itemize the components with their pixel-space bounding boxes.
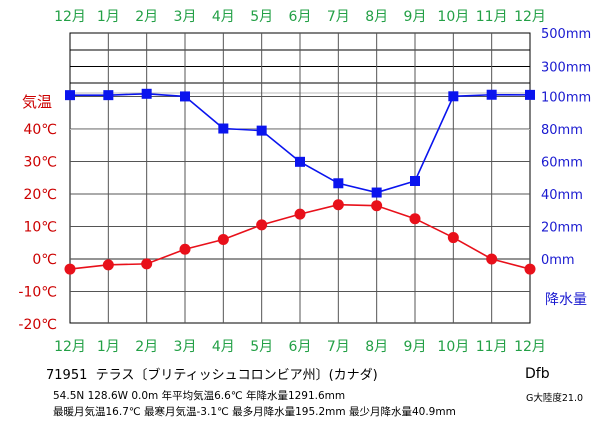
- month-label-top: 6月: [289, 9, 312, 25]
- temperature-tick-label: -20℃: [18, 317, 57, 333]
- temperature-point: [102, 259, 114, 271]
- temperature-point: [217, 234, 229, 245]
- month-label-bottom: 8月: [365, 339, 388, 355]
- month-label-bottom: 7月: [327, 339, 350, 355]
- station-meta: 54.5N 128.6W 0.0m 年平均気温6.6℃ 年降水量1291.6mm: [53, 390, 346, 402]
- precipitation-point: [65, 90, 75, 101]
- month-label-bottom: 9月: [404, 339, 427, 355]
- temperature-point: [409, 213, 421, 225]
- month-label-bottom: 11月: [476, 339, 508, 355]
- month-label-bottom: 2月: [135, 339, 158, 355]
- month-label-bottom: 4月: [212, 339, 235, 355]
- temperature-point: [294, 208, 306, 220]
- precipitation-point: [410, 176, 420, 186]
- month-label-bottom: 10月: [437, 339, 469, 355]
- precipitation-point: [103, 90, 114, 101]
- precipitation-tick-label: 300mm: [541, 61, 591, 76]
- temperature-axis: 気温 40℃ 30℃ 20℃ 10℃ 0℃ -10℃ -20℃: [18, 93, 57, 333]
- month-label-top: 10月: [437, 9, 469, 25]
- month-label-top: 12月: [514, 9, 546, 25]
- precipitation-tick-label: 500mm: [541, 27, 591, 42]
- temperature-tick-label: 40℃: [23, 122, 57, 138]
- precipitation-point: [295, 156, 305, 167]
- month-axis-top: 12月 1月 2月 3月 4月 5月 6月 7月 8月 9月 10月 11月 12月: [54, 9, 546, 25]
- temperature-tick-label: 30℃: [23, 155, 57, 171]
- month-label-top: 4月: [212, 9, 235, 25]
- koppen-class: Dfb: [525, 366, 550, 382]
- month-label-bottom: 12月: [514, 339, 546, 355]
- month-label-top: 7月: [327, 9, 350, 25]
- month-label-top: 11月: [476, 9, 508, 25]
- precipitation-point: [180, 91, 190, 102]
- precipitation-tick-label: 20mm: [541, 221, 583, 236]
- month-label-bottom: 5月: [250, 339, 273, 355]
- temperature-point: [256, 219, 268, 231]
- precipitation-point: [256, 125, 267, 136]
- temperature-tick-label: 10℃: [23, 220, 57, 236]
- precipitation-tick-label: 100mm: [541, 91, 591, 106]
- precipitation-tick-label: 40mm: [541, 188, 583, 203]
- month-label-top: 12月: [54, 9, 86, 25]
- station-title: 71951 テラス〔ブリティッシュコロンビア州〕(カナダ): [46, 364, 378, 383]
- month-label-top: 9月: [404, 9, 427, 25]
- precipitation-tick-label: 0mm: [541, 253, 575, 268]
- temperature-point: [371, 200, 383, 212]
- precipitation-series: [65, 88, 535, 198]
- station-id: 71951: [46, 368, 88, 383]
- temperature-series: [64, 199, 536, 275]
- precipitation-axis: 降水量 500mm 300mm 100mm 80mm 60mm 40mm 20mm 0mm: [541, 27, 591, 308]
- month-label-bottom: 6月: [289, 339, 312, 355]
- temperature-tick-label: 0℃: [32, 252, 57, 268]
- precipitation-point: [141, 88, 152, 99]
- temperature-point: [524, 263, 536, 275]
- temperature-axis-title: 気温: [22, 93, 52, 111]
- month-label-top: 3月: [174, 9, 197, 25]
- temperature-point: [64, 263, 76, 275]
- month-label-bottom: 1月: [97, 339, 120, 355]
- month-axis-bottom: 12月 1月 2月 3月 4月 5月 6月 7月 8月 9月 10月 11月 12月: [54, 339, 546, 355]
- month-label-top: 5月: [250, 9, 273, 25]
- chart-grid: [69, 32, 531, 324]
- continentality-index: G大陸度21.0: [526, 393, 584, 404]
- station-name: テラス〔ブリティッシュコロンビア州〕(カナダ): [95, 368, 378, 383]
- temperature-tick-label: -10℃: [18, 285, 57, 301]
- precipitation-point: [525, 89, 535, 100]
- precipitation-point: [448, 91, 459, 102]
- temperature-tick-label: 20℃: [23, 187, 57, 203]
- station-extremes: 最暖月気温16.7℃ 最寒月気温-3.1℃ 最多月降水量195.2mm 最少月降…: [53, 406, 456, 418]
- temperature-point: [447, 232, 459, 244]
- month-label-bottom: 3月: [174, 339, 197, 355]
- precipitation-tick-label: 80mm: [541, 123, 583, 138]
- precipitation-point: [371, 187, 382, 198]
- temperature-point: [332, 199, 344, 211]
- temperature-point: [141, 258, 153, 270]
- precipitation-tick-label: 60mm: [541, 156, 583, 171]
- precipitation-axis-title: 降水量: [545, 292, 587, 308]
- temperature-point: [486, 253, 498, 265]
- month-label-top: 1月: [97, 9, 120, 25]
- month-label-top: 8月: [365, 9, 388, 25]
- precipitation-point: [486, 89, 497, 100]
- month-label-top: 2月: [135, 9, 158, 25]
- month-label-bottom: 12月: [54, 339, 86, 355]
- temperature-point: [179, 243, 191, 255]
- precipitation-point: [333, 178, 344, 189]
- precipitation-point: [218, 123, 229, 134]
